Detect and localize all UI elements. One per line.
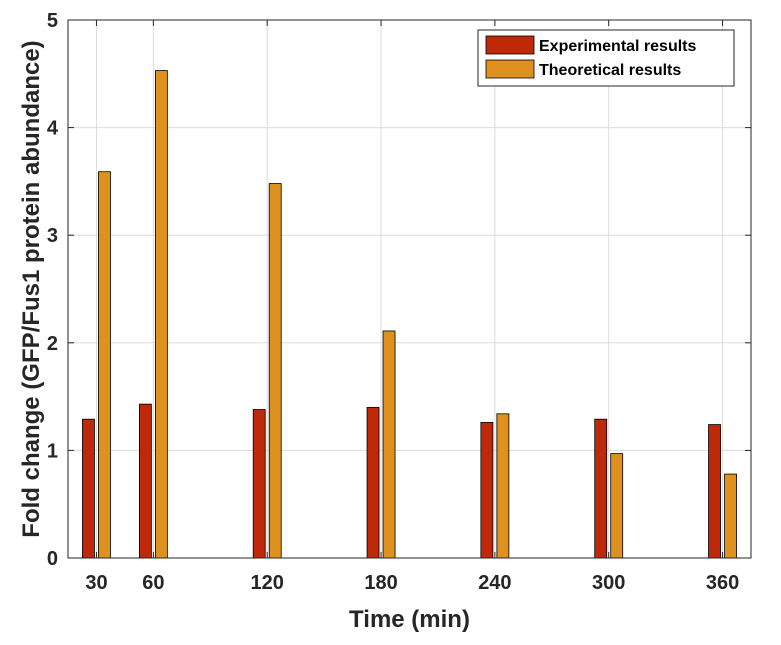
- tick-labels: 0 1 2 3 4 5 30 60 120 180 240 300 360: [47, 10, 751, 594]
- bar-experimental: [138, 403, 152, 559]
- bar-experimental: [594, 418, 608, 559]
- bar-experimental: [708, 424, 721, 559]
- x-axis-title: Time (min): [349, 606, 470, 633]
- legend-label-theoretical: Theoretical results: [539, 62, 681, 79]
- bar-experimental: [82, 418, 95, 559]
- bar-experimental: [366, 406, 380, 559]
- x-tick-label: 30: [85, 572, 107, 594]
- x-tick-label: 120: [251, 572, 284, 594]
- bar-theoretical: [610, 453, 624, 559]
- y-axis-title: Fold change (GFP/Fus1 protein abundance): [18, 40, 45, 537]
- y-tick-label: 3: [47, 225, 58, 247]
- bar-theoretical: [724, 473, 737, 559]
- bar-experimental: [252, 409, 266, 559]
- legend-swatch-theoretical: [485, 59, 535, 79]
- y-tick-label: 5: [47, 10, 58, 32]
- y-tick-label: 2: [47, 333, 58, 355]
- y-tick-label: 1: [47, 440, 58, 462]
- x-tick-label: 60: [142, 572, 164, 594]
- bar-theoretical: [268, 183, 282, 559]
- x-tick-label: 180: [364, 572, 397, 594]
- legend: Experimental results Theoretical results: [477, 29, 735, 87]
- x-tick-label: 360: [706, 572, 739, 594]
- bars: [82, 70, 737, 559]
- bar-theoretical: [98, 171, 111, 559]
- x-tick-label: 240: [478, 572, 511, 594]
- bar-experimental: [480, 422, 494, 559]
- legend-swatch-experimental: [485, 35, 535, 55]
- grid: [68, 19, 751, 559]
- bar-theoretical: [496, 413, 510, 559]
- x-tick-label: 300: [592, 572, 625, 594]
- bar-theoretical: [382, 330, 396, 559]
- y-tick-label: 0: [47, 548, 58, 570]
- legend-label-experimental: Experimental results: [539, 38, 697, 55]
- bar-theoretical: [154, 70, 168, 559]
- plot-frame: [67, 19, 752, 559]
- y-tick-label: 4: [47, 118, 59, 140]
